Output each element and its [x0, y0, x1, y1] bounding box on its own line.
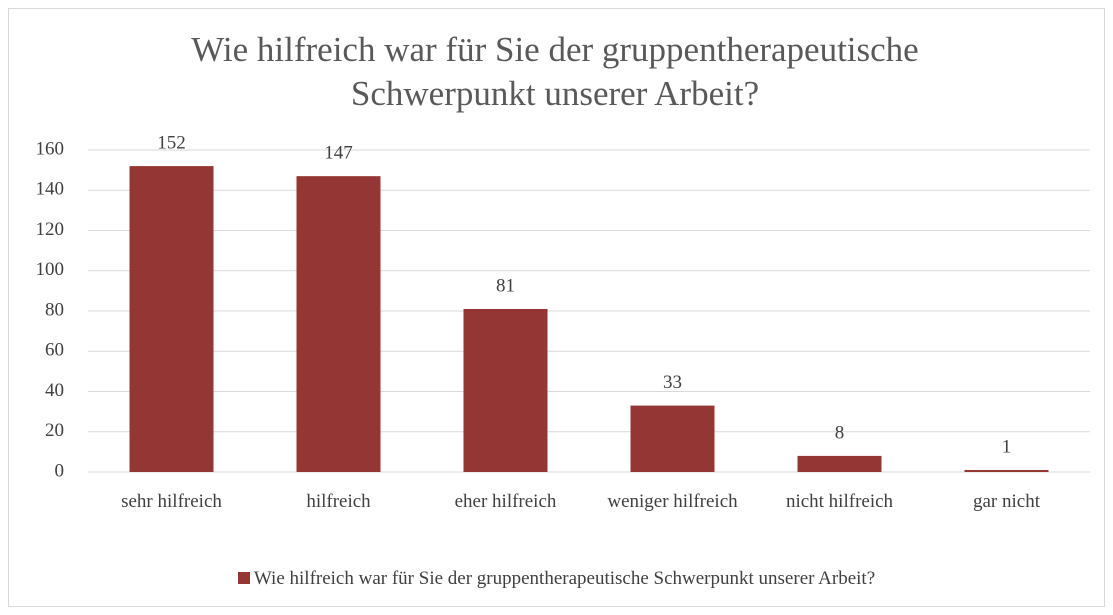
- y-tick-label: 140: [36, 179, 65, 200]
- bar: [797, 455, 882, 472]
- x-tick-label: hilfreich: [306, 491, 371, 512]
- y-tick-label: 160: [36, 138, 65, 159]
- bar: [964, 469, 1049, 472]
- y-tick-label: 120: [36, 219, 65, 240]
- bar: [129, 166, 214, 472]
- data-label: 147: [324, 143, 353, 164]
- data-label: 152: [157, 132, 186, 153]
- y-tick-label: 0: [55, 460, 65, 481]
- data-label: 81: [496, 275, 515, 296]
- data-label: 8: [835, 422, 845, 443]
- y-tick-label: 100: [36, 259, 65, 280]
- legend-swatch: [237, 572, 250, 584]
- bar: [630, 405, 715, 472]
- bar: [463, 308, 548, 472]
- x-tick-label: gar nicht: [972, 491, 1040, 512]
- data-label: 1: [1002, 436, 1012, 457]
- y-tick-label: 40: [45, 380, 64, 401]
- x-tick-label: eher hilfreich: [454, 491, 557, 512]
- legend: Wie hilfreich war für Sie der gruppenthe…: [0, 568, 1113, 590]
- x-tick-label: sehr hilfreich: [121, 491, 222, 512]
- chart-title: Wie hilfreich war für Sie der gruppenthe…: [191, 30, 919, 113]
- data-label: 33: [663, 372, 682, 393]
- legend-label: Wie hilfreich war für Sie der gruppenthe…: [253, 568, 876, 589]
- y-tick-label: 20: [45, 420, 64, 441]
- x-tick-label: nicht hilfreich: [785, 491, 894, 512]
- y-tick-label: 80: [45, 299, 64, 320]
- y-tick-label: 60: [45, 340, 64, 361]
- bar: [296, 176, 381, 472]
- x-tick-label: weniger hilfreich: [607, 491, 738, 512]
